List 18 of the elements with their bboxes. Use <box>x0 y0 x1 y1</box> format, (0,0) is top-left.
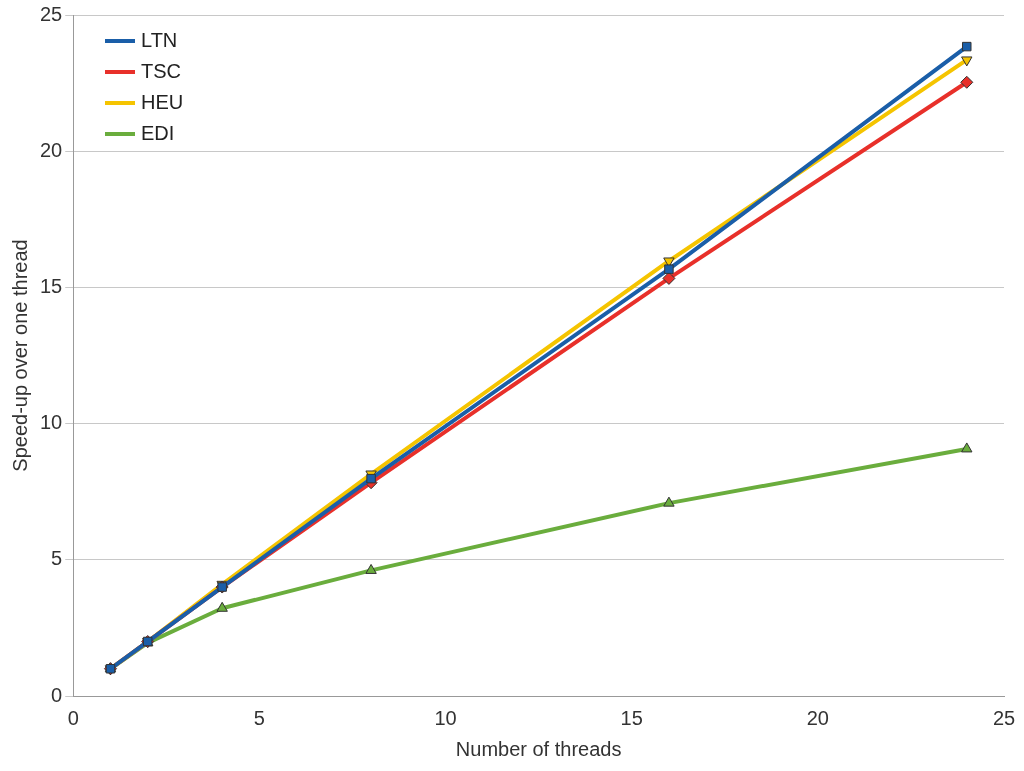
y-tick-label: 10 <box>40 411 63 434</box>
y-tick-label: 0 <box>51 683 63 706</box>
x-tick-label: 0 <box>67 706 79 729</box>
legend-label: LTN <box>141 29 178 52</box>
x-tick-label: 20 <box>806 706 829 729</box>
x-tick-label: 5 <box>253 706 265 729</box>
x-tick-label: 10 <box>434 706 457 729</box>
legend-label: HEU <box>141 91 184 114</box>
y-tick-label: 15 <box>40 274 63 297</box>
x-tick-label: 15 <box>620 706 643 729</box>
x-tick-label: 25 <box>992 706 1016 729</box>
x-axis-title: Number of threads <box>455 737 622 760</box>
legend-label: EDI <box>141 122 175 145</box>
y-tick-label: 25 <box>40 2 63 25</box>
y-axis-title: Speed-up over one thread <box>8 239 31 472</box>
legend-label: TSC <box>141 60 181 83</box>
y-tick-label: 5 <box>51 547 63 570</box>
y-tick-label: 20 <box>40 138 63 161</box>
